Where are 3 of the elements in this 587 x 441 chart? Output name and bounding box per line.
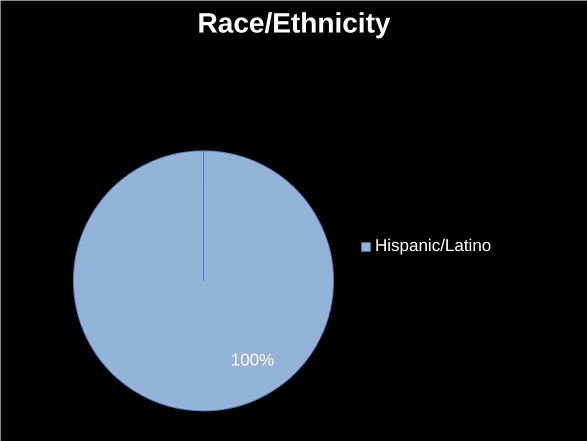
chart-title: Race/Ethnicity [198, 8, 391, 38]
data-label: 100% [230, 350, 274, 370]
legend-label: Hispanic/Latino [375, 236, 492, 256]
